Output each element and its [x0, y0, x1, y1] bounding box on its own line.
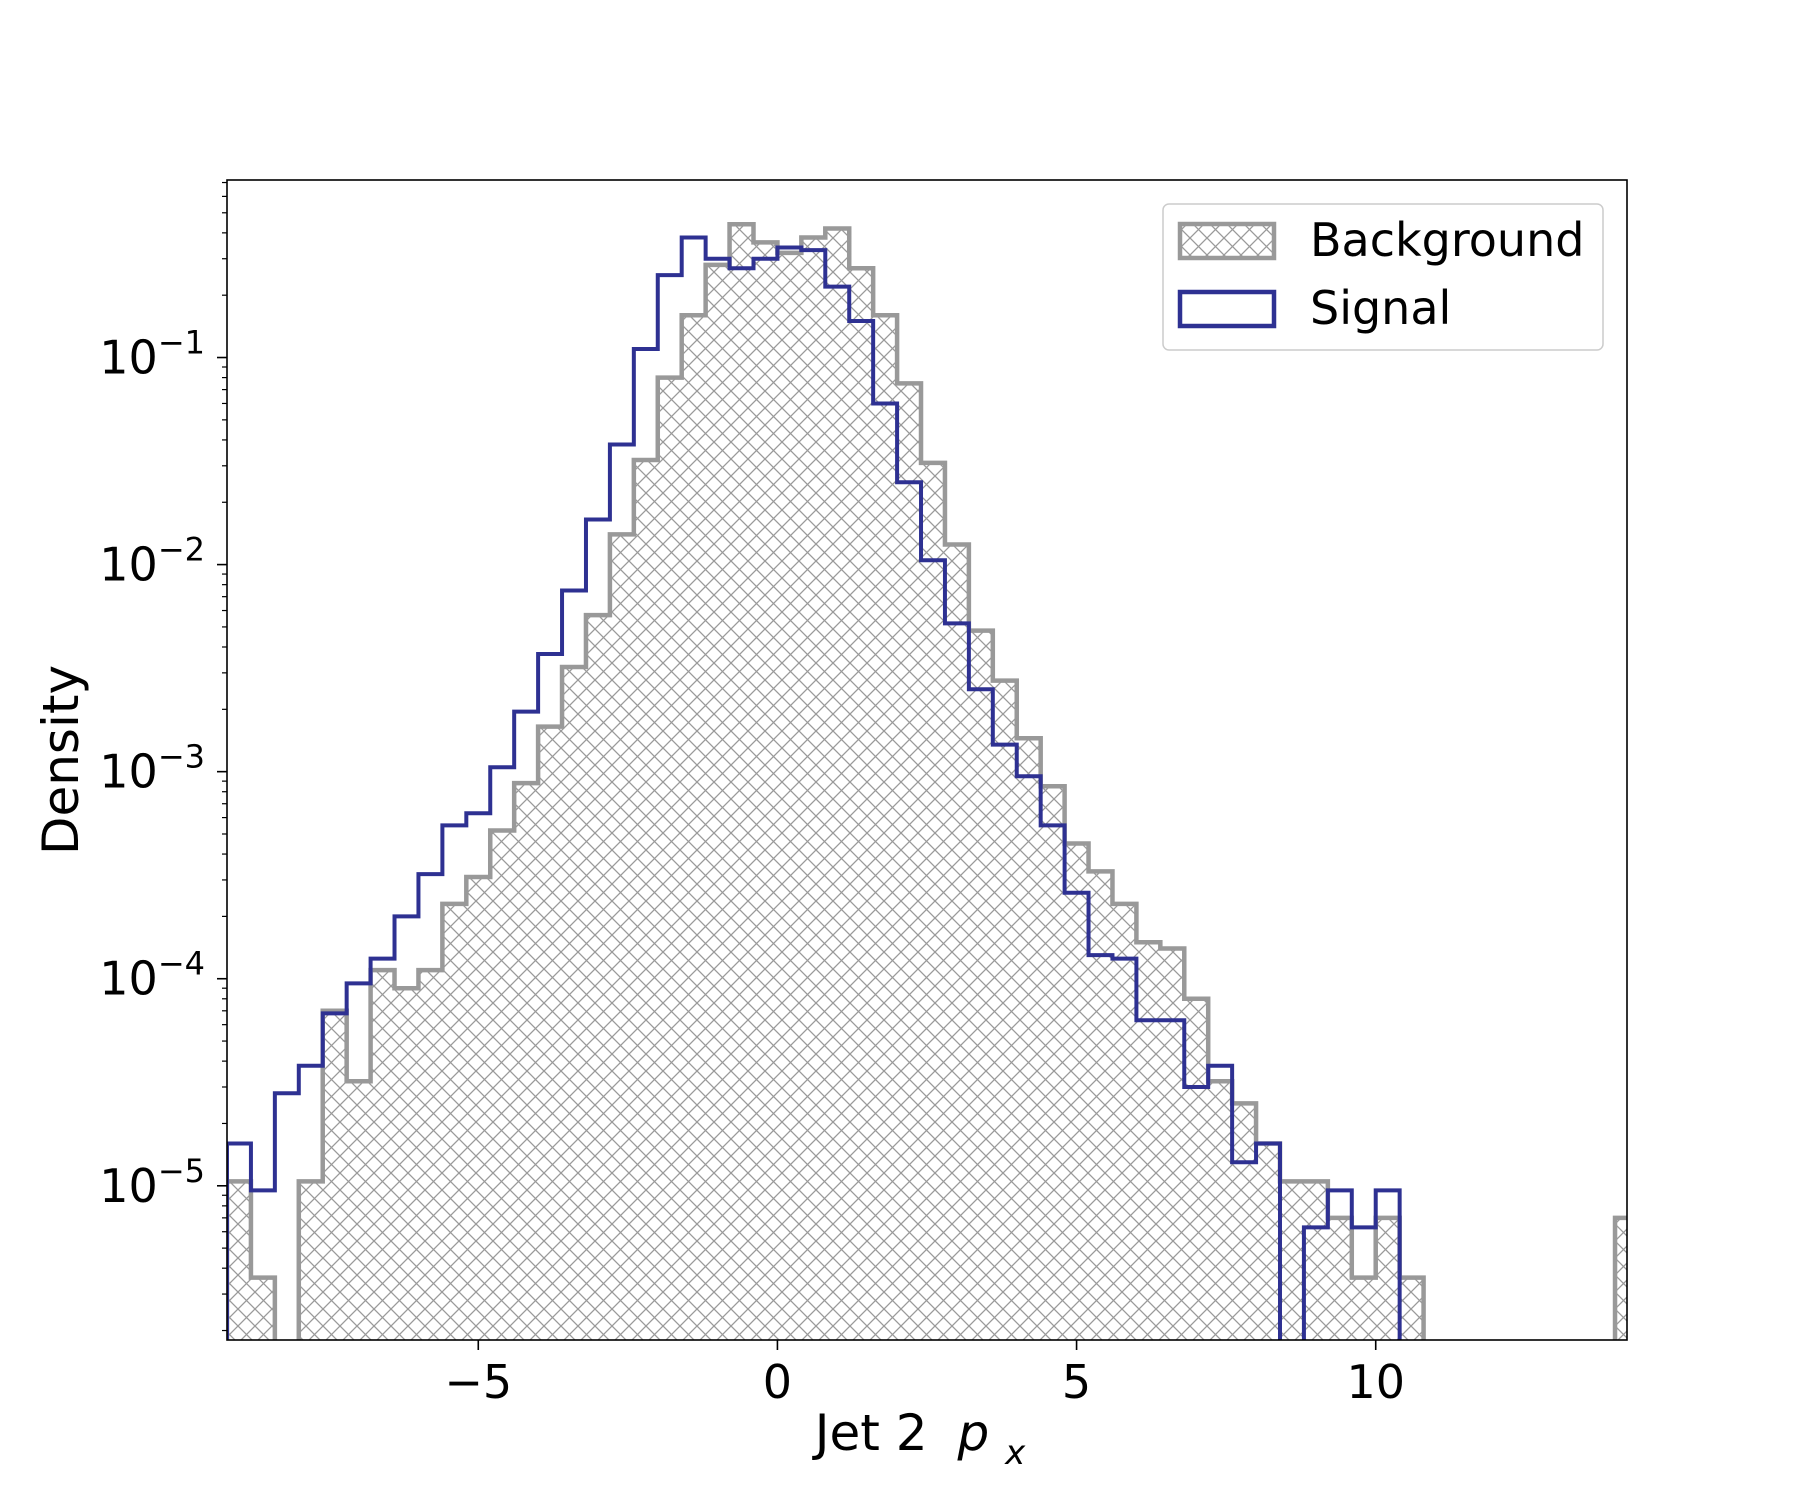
x-tick-label: 5 — [1062, 1355, 1091, 1409]
y-tick-label: 10−2 — [99, 531, 205, 592]
bar-background — [514, 783, 539, 1340]
bar-background — [1040, 786, 1066, 1340]
x-axis-label-variable: p — [956, 1404, 989, 1462]
bar-background — [298, 1181, 324, 1340]
bar-background — [538, 726, 563, 1340]
bar-background — [992, 680, 1018, 1340]
x-tick-label: 10 — [1346, 1355, 1405, 1409]
bar-background — [1160, 948, 1185, 1340]
bar-background — [801, 237, 826, 1340]
legend-swatch-background — [1177, 221, 1277, 261]
y-tick-label: 10−5 — [99, 1152, 205, 1213]
y-tick-label: 10−3 — [99, 738, 205, 799]
outline-background — [227, 222, 1627, 1340]
bar-background — [322, 1010, 348, 1340]
bar-background — [1064, 843, 1090, 1340]
legend-label-signal: Signal — [1310, 281, 1451, 335]
bar-background — [681, 315, 707, 1340]
series-layer — [227, 222, 1627, 1340]
bar-background — [849, 268, 874, 1340]
bar-background — [777, 252, 802, 1340]
bar-background — [897, 383, 922, 1340]
bar-background — [1184, 998, 1209, 1340]
bar-background — [753, 242, 779, 1340]
legend-swatch-signal — [1177, 289, 1277, 329]
bar-background — [1088, 871, 1114, 1340]
x-axis-label-text: Jet 2 — [812, 1404, 928, 1462]
bar-background — [418, 970, 443, 1340]
ticks-layer: −5 0 5 10 10−1 10−2 10−3 10−4 10−5 — [99, 181, 1405, 1409]
bar-background — [633, 459, 659, 1340]
bar-background — [1615, 1217, 1627, 1340]
bar-background — [705, 264, 731, 1340]
bar-background — [227, 1181, 252, 1340]
bar-background — [1303, 1181, 1329, 1340]
bar-background — [729, 224, 755, 1340]
bar-background — [1256, 1143, 1281, 1340]
bar-background — [562, 667, 587, 1340]
plot-frame — [226, 179, 1628, 1341]
bar-background — [968, 630, 994, 1340]
bar-background — [657, 377, 683, 1340]
bar-background — [1351, 1277, 1377, 1340]
outline-signal — [227, 235, 1402, 1340]
x-tick-label: 0 — [763, 1355, 792, 1409]
bar-background — [370, 970, 396, 1340]
bar-background — [944, 544, 970, 1340]
bar-background — [1016, 738, 1042, 1340]
bar-background — [394, 988, 420, 1340]
bar-background — [466, 876, 491, 1340]
bar-background — [1279, 1181, 1305, 1340]
x-axis-label: Jet 2 p x — [812, 1404, 1026, 1473]
y-tick-label: 10−1 — [99, 324, 205, 385]
bar-background — [442, 903, 467, 1340]
bar-background — [921, 462, 946, 1340]
series-signal — [227, 235, 1402, 1340]
y-axis-label: Density — [32, 665, 90, 855]
bar-background — [1399, 1277, 1425, 1340]
x-tick-label: −5 — [444, 1355, 512, 1409]
y-tick-label: 10−4 — [99, 945, 205, 1006]
series-background — [227, 222, 1627, 1340]
bar-background — [346, 1081, 372, 1340]
legend-label-background: Background — [1310, 213, 1584, 267]
bar-background — [1136, 942, 1161, 1340]
x-axis-label-subscript: x — [1004, 1433, 1026, 1473]
bar-background — [1232, 1103, 1257, 1340]
legend: Background Signal — [1162, 203, 1604, 351]
bar-background — [1208, 1081, 1233, 1340]
bar-background — [1327, 1217, 1353, 1340]
bar-background — [250, 1277, 276, 1340]
bar-background — [1112, 903, 1138, 1340]
bar-background — [873, 315, 898, 1340]
bar-background — [609, 534, 635, 1340]
bar-background — [1375, 1217, 1401, 1340]
bar-background — [825, 228, 850, 1340]
bar-background — [585, 615, 611, 1340]
bar-background — [490, 830, 515, 1340]
